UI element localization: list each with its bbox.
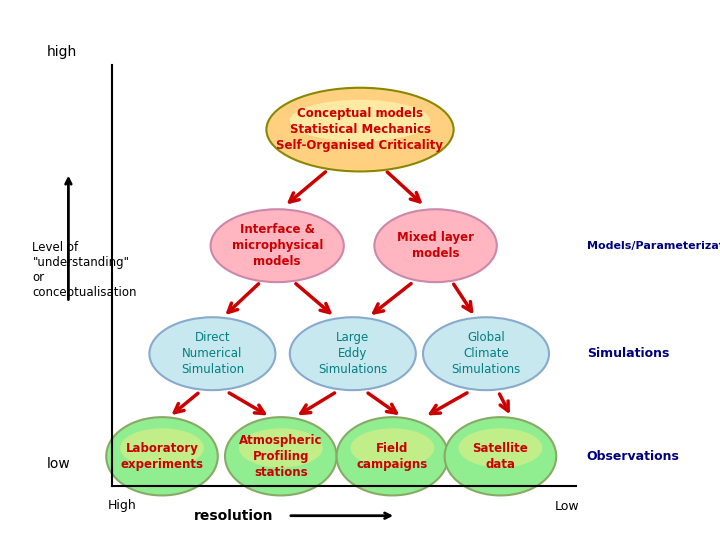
Text: Conceptual models
Statistical Mechanics
Self-Organised Criticality: Conceptual models Statistical Mechanics … [276, 107, 444, 152]
Text: Mixed layer
models: Mixed layer models [397, 231, 474, 260]
Ellipse shape [239, 428, 323, 468]
Ellipse shape [351, 428, 434, 468]
Ellipse shape [266, 87, 454, 172]
Text: low: low [47, 457, 71, 471]
Ellipse shape [289, 100, 431, 141]
Ellipse shape [120, 428, 204, 468]
Text: Models/Parameterizations: Models/Parameterizations [587, 241, 720, 251]
Text: Level of
"understanding"
or
conceptualisation: Level of "understanding" or conceptualis… [32, 241, 137, 299]
Ellipse shape [459, 428, 542, 468]
Ellipse shape [225, 417, 337, 496]
Ellipse shape [423, 317, 549, 390]
Text: Global
Climate
Simulations: Global Climate Simulations [451, 331, 521, 376]
Text: Low: Low [555, 500, 580, 512]
Text: resolution: resolution [194, 509, 274, 523]
Ellipse shape [289, 317, 416, 390]
Text: Interface &
microphysical
models: Interface & microphysical models [232, 223, 323, 268]
Ellipse shape [107, 417, 218, 496]
Ellipse shape [150, 317, 275, 390]
Ellipse shape [337, 417, 448, 496]
Ellipse shape [210, 209, 344, 282]
Text: Field
campaigns: Field campaigns [357, 442, 428, 471]
Text: Atmospheric
Profiling
stations: Atmospheric Profiling stations [239, 434, 323, 479]
Text: Large
Eddy
Simulations: Large Eddy Simulations [318, 331, 387, 376]
Text: Direct
Numerical
Simulation: Direct Numerical Simulation [181, 331, 244, 376]
Text: Simulations: Simulations [587, 347, 669, 360]
Text: High: High [108, 500, 137, 512]
Text: Satellite
data: Satellite data [472, 442, 528, 471]
Ellipse shape [374, 209, 497, 282]
Text: Laboratory
experiments: Laboratory experiments [120, 442, 204, 471]
Text: Observations: Observations [587, 450, 680, 463]
Text: high: high [47, 45, 77, 59]
Ellipse shape [444, 417, 556, 496]
